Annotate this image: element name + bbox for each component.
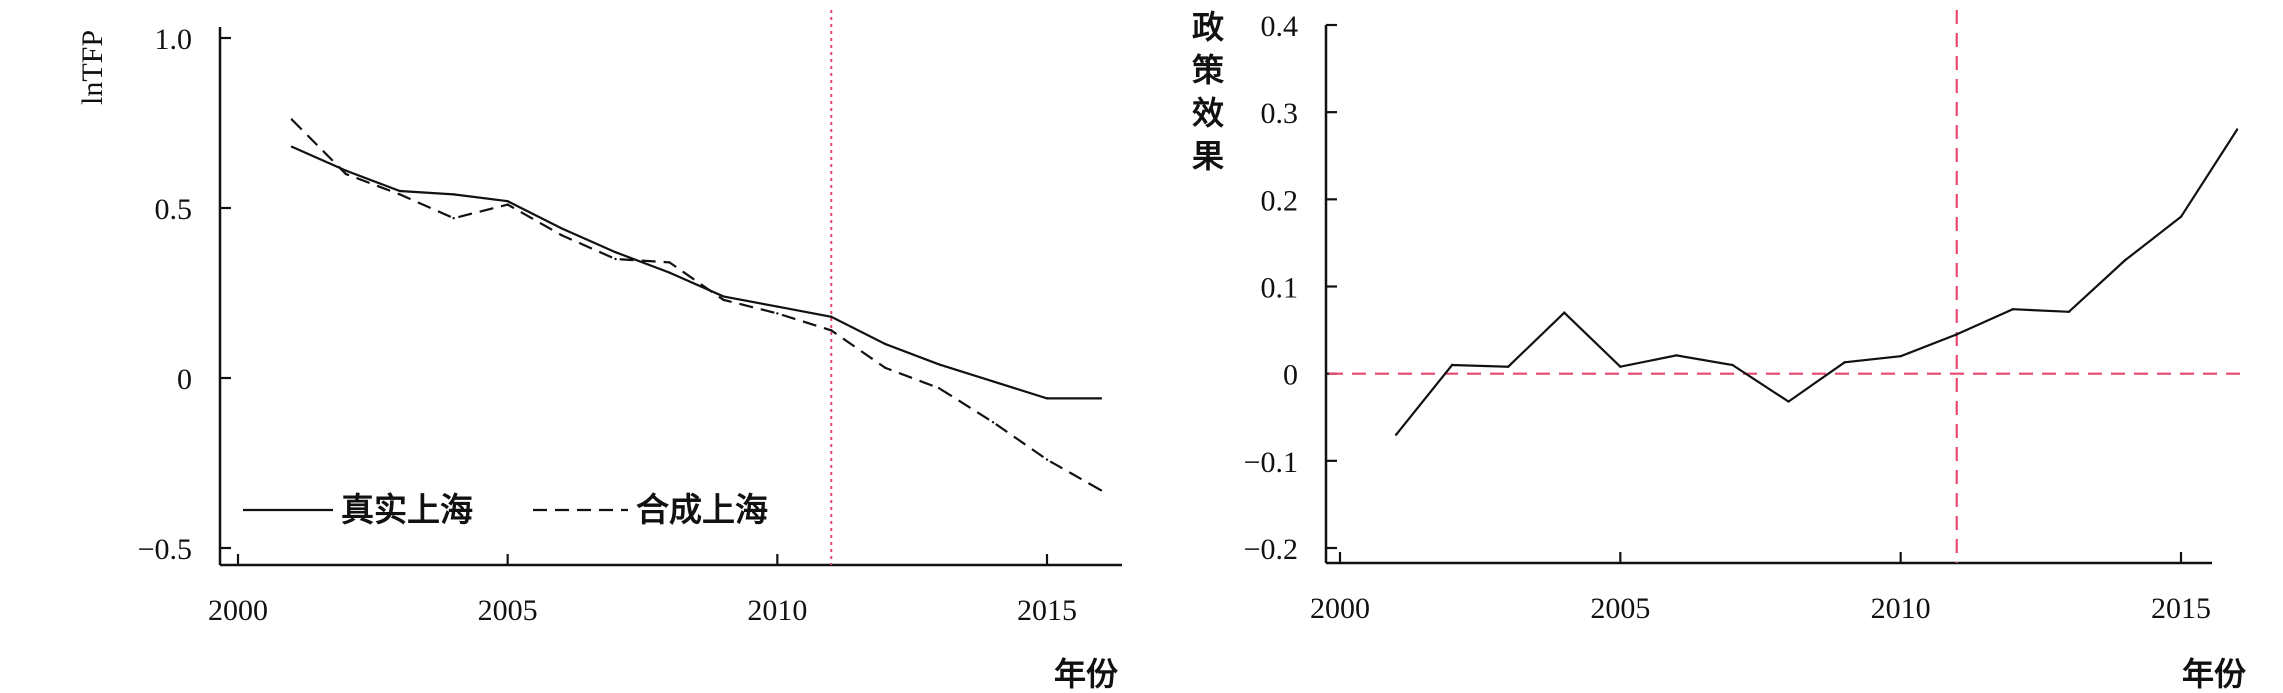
y-axis-label-char: 政	[1192, 8, 1224, 46]
data-point	[1045, 397, 1049, 400]
data-point	[937, 363, 941, 366]
data-point	[290, 145, 294, 148]
data-point	[1099, 397, 1103, 400]
y-tick-label: 0.1	[1261, 272, 1299, 305]
data-point	[1955, 333, 1958, 336]
series-line-synthetic-shanghai	[291, 118, 1102, 492]
data-point	[2011, 307, 2015, 311]
y-axis-label-char: 策	[1192, 51, 1224, 89]
data-point	[2067, 310, 2071, 313]
y-axis-label-char: 效	[1192, 94, 1224, 132]
x-tick-label: 2005	[1590, 592, 1650, 625]
data-point	[560, 234, 563, 237]
data-point	[991, 380, 995, 383]
y-tick-label: 0.3	[1261, 97, 1299, 130]
y-tick-label: −0.2	[1244, 533, 1298, 566]
legend: 真实上海 合成上海	[243, 490, 768, 529]
right-chart: −0.2 −0.1 0 0.1 0.2 0.3 0.4 2000 2005 2010 2015 政…	[1192, 8, 2246, 693]
data-point	[290, 118, 294, 121]
y-tick-label: 0.2	[1261, 184, 1299, 217]
legend-label-synthetic-shanghai: 合成上海	[636, 490, 768, 529]
x-tick-label: 2000	[208, 594, 268, 627]
data-point	[1045, 458, 1049, 461]
x-tick-label: 2005	[478, 594, 538, 627]
data-point	[668, 261, 671, 264]
data-point	[1563, 311, 1566, 314]
x-tick-label: 2015	[1017, 594, 1077, 627]
x-tick-label: 2000	[1310, 592, 1370, 625]
data-point	[937, 387, 941, 390]
left-chart: −0.5 0 0.5 1.0 2000 2005 2010 2015 lnTFP 年份 真实…	[76, 10, 1122, 693]
data-point	[722, 295, 725, 298]
y-axis-label-char: 果	[1192, 137, 1224, 175]
legend-label-real-shanghai: 真实上海	[341, 490, 473, 529]
data-point	[884, 342, 887, 346]
data-point	[398, 193, 401, 196]
data-point	[991, 421, 995, 424]
data-point	[506, 203, 509, 206]
data-point	[2179, 215, 2183, 218]
x-tick-label: 2015	[2151, 592, 2211, 625]
data-point	[830, 329, 833, 332]
data-point	[668, 271, 671, 274]
y-tick-label: 0	[177, 363, 192, 396]
data-point	[452, 217, 455, 220]
data-point	[2123, 259, 2127, 262]
data-point	[1675, 354, 1678, 357]
right-x-axis-label: 年份	[2182, 655, 2246, 693]
data-point	[1843, 361, 1846, 364]
y-tick-label: 0	[1283, 359, 1298, 392]
data-point	[1731, 363, 1734, 367]
data-point	[506, 200, 509, 203]
data-point	[722, 298, 725, 301]
data-point	[830, 315, 833, 318]
data-point	[344, 169, 348, 172]
data-point	[776, 312, 779, 315]
series-line-real-shanghai	[291, 145, 1101, 400]
data-point	[614, 251, 617, 254]
left-x-axis-label: 年份	[1054, 655, 1118, 693]
y-tick-label: 0.5	[155, 193, 193, 226]
data-point	[560, 227, 563, 230]
x-tick-label: 2010	[747, 594, 807, 627]
data-point	[2235, 128, 2239, 131]
data-point	[1394, 433, 1398, 436]
data-point	[1507, 365, 1510, 368]
data-point	[1450, 363, 1454, 367]
data-point	[452, 193, 455, 196]
series-line-policy-effect	[1395, 129, 2239, 436]
data-point	[614, 257, 617, 261]
data-point	[884, 366, 887, 369]
data-point	[344, 172, 348, 176]
data-point	[1619, 365, 1622, 368]
y-tick-label: −0.1	[1244, 446, 1298, 479]
y-tick-label: 1.0	[155, 23, 193, 56]
data-point	[1099, 489, 1103, 492]
y-tick-label: −0.5	[138, 533, 192, 566]
left-y-axis-label: lnTFP	[76, 30, 109, 105]
data-point	[398, 189, 401, 193]
data-point	[776, 305, 779, 308]
data-point	[1787, 400, 1790, 403]
x-tick-label: 2010	[1871, 592, 1931, 625]
data-point	[1899, 355, 1902, 358]
y-tick-label: 0.4	[1261, 10, 1299, 43]
